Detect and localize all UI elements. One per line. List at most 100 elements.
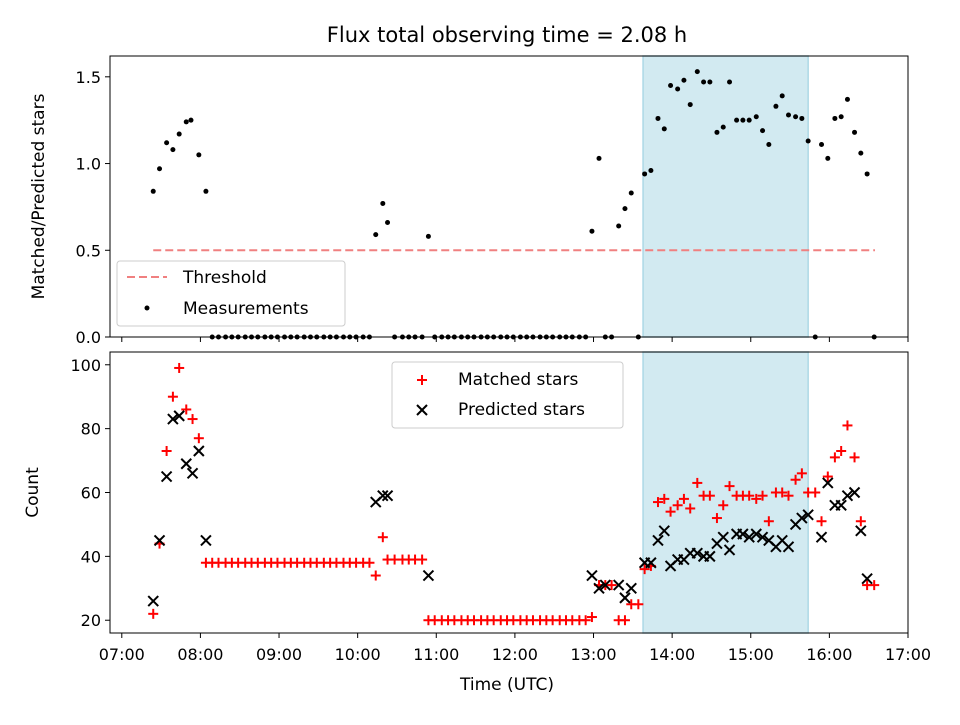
matched-star-point bbox=[417, 554, 428, 565]
measurement-point bbox=[707, 79, 713, 85]
top-ytick-label: 1.5 bbox=[76, 68, 101, 87]
matched-star-point bbox=[193, 433, 204, 444]
top-ylabel: Matched/Predicted stars bbox=[29, 93, 49, 299]
xtick-label: 07:00 bbox=[99, 645, 145, 664]
measurement-point bbox=[825, 155, 831, 161]
measurement-point bbox=[616, 223, 622, 229]
bot-ytick-label: 100 bbox=[70, 356, 101, 375]
bottom-legend-box bbox=[391, 361, 624, 429]
top-ticks: 0.0 0.5 1.0 1.5 bbox=[76, 68, 909, 347]
measurement-point bbox=[779, 93, 785, 99]
measurement-point bbox=[760, 128, 766, 134]
bot-ytick-label: 80 bbox=[81, 420, 101, 439]
matched-star-point bbox=[869, 580, 880, 591]
measurement-point bbox=[661, 126, 667, 132]
bot-ytick-label: 60 bbox=[81, 484, 101, 503]
top-panel: 0.0 0.5 1.0 1.5 Matched/Predicted stars Thr… bbox=[29, 55, 909, 347]
predicted-star-point bbox=[835, 499, 847, 511]
measurement-point bbox=[740, 117, 746, 123]
measurement-point bbox=[746, 117, 752, 123]
matched-star-point bbox=[370, 570, 381, 581]
predicted-star-point bbox=[147, 595, 159, 607]
measurement-point bbox=[785, 112, 791, 118]
measurement-point bbox=[596, 155, 602, 161]
matched-star-point bbox=[822, 471, 833, 482]
measurement-point bbox=[727, 79, 733, 85]
predicted-star-point bbox=[173, 410, 185, 422]
bottom-ylabel: Count bbox=[23, 467, 43, 518]
predicted-star-point bbox=[658, 525, 670, 537]
xtick-label: 12:00 bbox=[492, 645, 538, 664]
predicted-star-point bbox=[691, 547, 704, 559]
measurement-point bbox=[687, 102, 693, 108]
predicted-star-point bbox=[802, 509, 814, 521]
bottom-legend: Matched stars Predicted stars bbox=[391, 361, 624, 429]
matched-star-point bbox=[692, 477, 703, 488]
measurement-point bbox=[838, 114, 844, 120]
predicted-star-point bbox=[796, 512, 808, 524]
measurement-point bbox=[188, 117, 194, 123]
measurement-point bbox=[176, 131, 182, 137]
predicted-star-point bbox=[822, 477, 834, 489]
predicted-star-point bbox=[377, 489, 389, 502]
bot-ytick-label: 20 bbox=[81, 611, 101, 630]
measurement-point bbox=[720, 124, 726, 130]
xtick-label: 11:00 bbox=[413, 645, 459, 664]
matched-star-point bbox=[829, 452, 840, 463]
bottom-marks bbox=[147, 362, 880, 626]
measurement-point bbox=[648, 167, 654, 173]
matched-star-point bbox=[633, 599, 644, 610]
matched-star-point bbox=[580, 615, 591, 626]
measurement-point bbox=[799, 115, 805, 121]
xtick-label: 17:00 bbox=[885, 645, 931, 664]
bottom-axes-frame bbox=[109, 351, 909, 634]
predicted-star-point bbox=[737, 528, 749, 540]
predicted-star-point bbox=[855, 525, 867, 537]
matched-star-point bbox=[167, 391, 178, 402]
predicted-star-point bbox=[180, 458, 192, 470]
matched-star-point bbox=[783, 490, 794, 501]
legend-measurements-swatch bbox=[144, 305, 150, 311]
measurement-point bbox=[170, 147, 176, 153]
measurement-point bbox=[150, 188, 156, 194]
predicted-star-point bbox=[153, 534, 166, 547]
measurement-point bbox=[628, 190, 634, 196]
matched-star-point bbox=[377, 532, 388, 543]
predicted-star-point bbox=[599, 579, 612, 591]
measurement-point bbox=[203, 188, 209, 194]
matched-star-point bbox=[744, 490, 755, 501]
predicted-star-point bbox=[612, 579, 625, 591]
predicted-star-point bbox=[160, 470, 173, 483]
measurement-point bbox=[734, 117, 740, 123]
predicted-star-point bbox=[381, 489, 394, 502]
top-legend: Threshold Measurements bbox=[116, 260, 346, 327]
matched-star-point bbox=[665, 506, 676, 517]
xtick-label: 16:00 bbox=[806, 645, 852, 664]
matched-star-point bbox=[659, 493, 670, 504]
measurement-point bbox=[694, 69, 700, 75]
matched-star-point bbox=[855, 516, 866, 527]
x-axis-label: Time (UTC) bbox=[459, 675, 554, 695]
matched-star-point bbox=[364, 557, 375, 568]
measurement-point bbox=[858, 150, 864, 156]
matched-star-point bbox=[763, 516, 774, 527]
predicted-star-point bbox=[422, 569, 435, 582]
top-legend-box bbox=[116, 260, 346, 327]
xtick-label: 08:00 bbox=[177, 645, 223, 664]
xtick-label: 09:00 bbox=[256, 645, 302, 664]
measurement-point bbox=[385, 220, 391, 226]
measurement-point bbox=[753, 114, 759, 120]
xtick-label: 15:00 bbox=[728, 645, 774, 664]
measurement-point bbox=[793, 114, 799, 120]
matched-star-point bbox=[718, 500, 729, 511]
predicted-star-point bbox=[841, 489, 854, 502]
xtick-label: 14:00 bbox=[649, 645, 695, 664]
legend-measurements-label: Measurements bbox=[183, 299, 309, 319]
top-marks bbox=[150, 69, 877, 340]
predicted-star-point bbox=[619, 592, 631, 604]
measurement-point bbox=[589, 228, 595, 234]
predicted-star-point bbox=[815, 531, 828, 543]
matched-star-point bbox=[161, 445, 172, 456]
top-ytick-label: 0.0 bbox=[76, 328, 101, 347]
